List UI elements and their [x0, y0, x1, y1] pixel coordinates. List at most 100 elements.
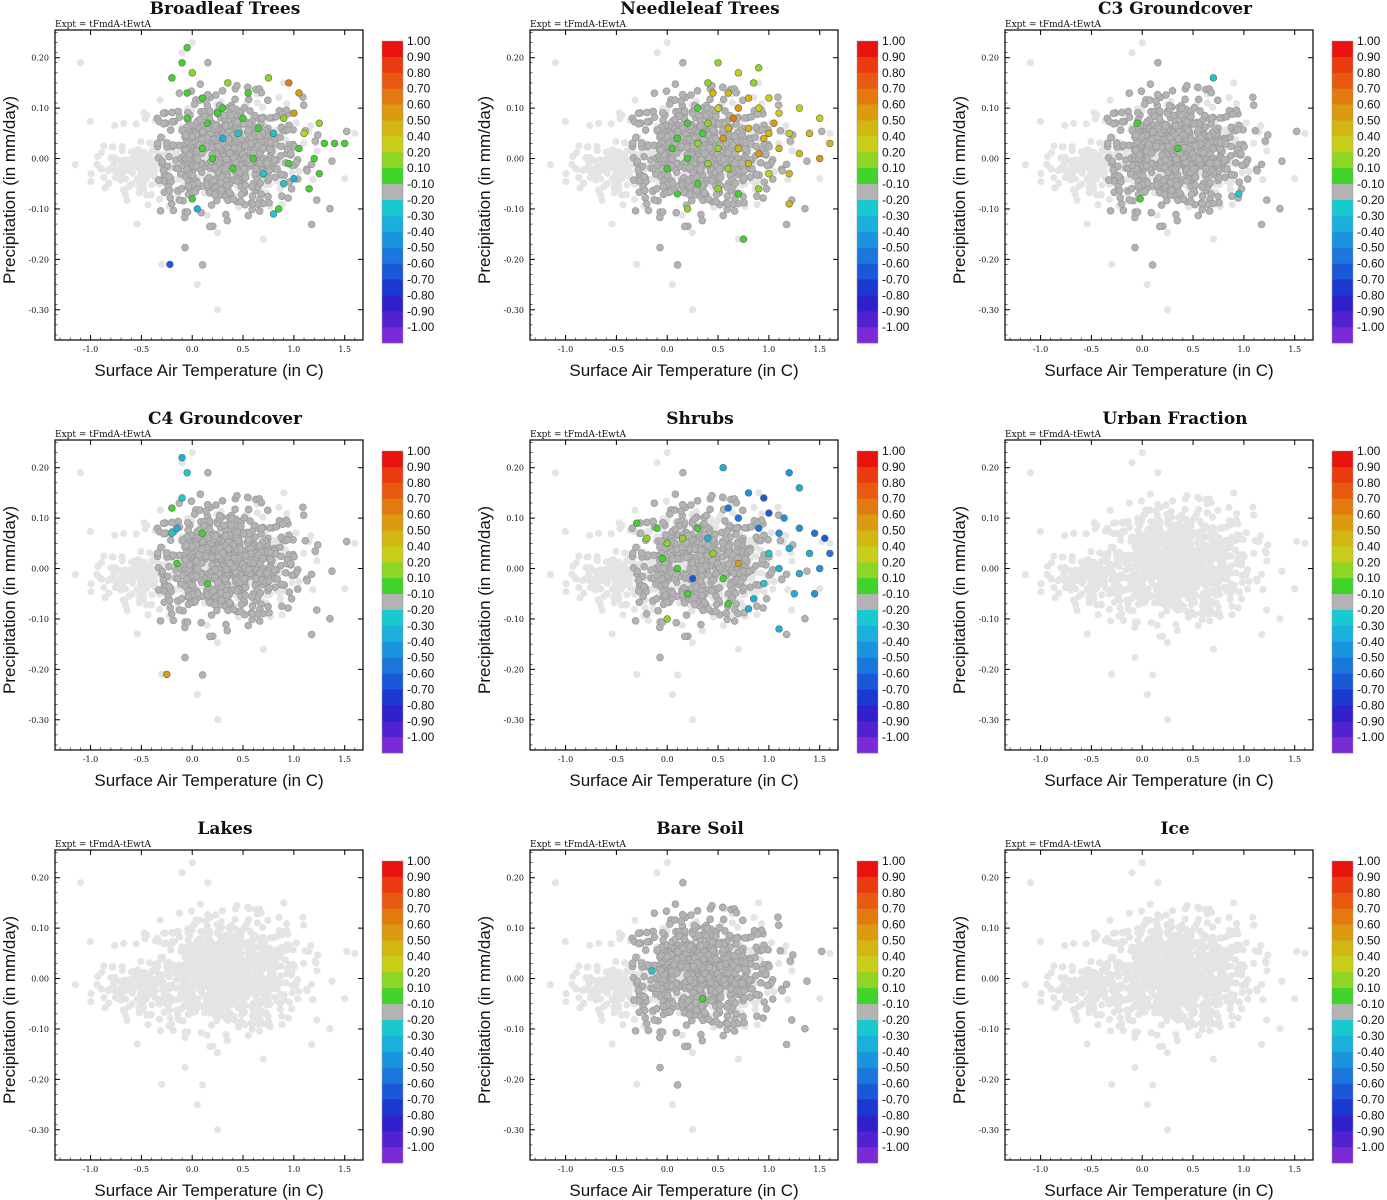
neutral-point	[266, 145, 274, 153]
colorbar-label: -1.00	[407, 320, 435, 334]
neutral-point	[1127, 184, 1136, 193]
neutral-point	[1146, 80, 1155, 89]
background-point	[1026, 59, 1035, 67]
colorbar-swatch	[382, 327, 403, 344]
data-point	[770, 119, 778, 127]
neutral-point	[209, 176, 218, 185]
background-point	[288, 169, 296, 177]
neutral-point	[732, 88, 741, 97]
background-point	[582, 154, 590, 162]
background-point	[1092, 154, 1100, 163]
neutral-point	[707, 177, 716, 185]
data-point	[188, 69, 196, 77]
neutral-point	[757, 159, 765, 167]
background-point	[1138, 39, 1146, 47]
y-axis-label: Precipitation (in mm/day)	[475, 96, 494, 284]
data-point	[744, 124, 753, 132]
data-point	[264, 74, 273, 82]
data-point	[259, 169, 268, 178]
colorbar-label: 0.10	[882, 161, 906, 175]
neutral-point	[328, 157, 336, 165]
y-tick-label: -0.30	[503, 306, 524, 315]
colorbar-label: 0.40	[882, 129, 906, 143]
neutral-point	[644, 206, 653, 215]
y-tick-label: 0.10	[31, 104, 49, 113]
background-point	[1259, 176, 1267, 184]
neutral-point	[193, 155, 202, 163]
colorbar-swatch	[857, 311, 878, 328]
colorbar-swatch	[857, 295, 878, 312]
background-point	[614, 185, 623, 193]
data-point	[295, 89, 303, 97]
colorbar-swatch	[382, 168, 403, 185]
neutral-point	[248, 183, 256, 191]
data-point	[734, 69, 743, 77]
data-point	[300, 129, 308, 138]
background-point	[118, 146, 126, 155]
data-point	[709, 89, 717, 97]
neutral-point	[671, 80, 680, 89]
neutral-point	[303, 166, 311, 175]
background-point	[1105, 195, 1113, 203]
colorbar-label: 0.60	[882, 98, 906, 112]
neutral-point	[259, 144, 267, 153]
y-tick-label: -0.10	[28, 205, 49, 214]
neutral-point	[1168, 87, 1177, 95]
background-point	[603, 169, 611, 177]
colorbar-swatch	[382, 200, 403, 217]
x-tick-label: 0.5	[712, 345, 725, 354]
background-point	[1225, 93, 1233, 101]
colorbar-label: 0.20	[407, 145, 431, 159]
data-point	[775, 109, 783, 117]
data-point	[724, 164, 732, 173]
neutral-point	[226, 149, 234, 158]
data-point	[775, 144, 783, 153]
neutral-point	[207, 201, 216, 209]
background-point	[1071, 166, 1079, 174]
neutral-point	[233, 118, 242, 126]
colorbar-swatch	[857, 120, 878, 137]
data-point	[704, 79, 712, 87]
background-point	[101, 184, 109, 192]
background-point	[1106, 96, 1114, 104]
background-point	[614, 177, 623, 185]
colorbar-swatch	[382, 295, 403, 312]
background-point	[593, 146, 601, 155]
data-point	[714, 59, 722, 67]
background-point	[275, 93, 283, 101]
background-point	[1078, 169, 1086, 177]
background-point	[663, 39, 671, 47]
background-point	[1245, 168, 1253, 176]
background-point	[1108, 260, 1116, 268]
neutral-point	[659, 182, 668, 191]
neutral-point	[263, 159, 271, 167]
neutral-point	[714, 120, 723, 128]
neutral-point	[214, 142, 223, 151]
colorbar-label: -0.80	[407, 288, 435, 302]
data-point	[749, 79, 758, 87]
background-point	[1153, 211, 1161, 219]
neutral-point	[181, 243, 189, 252]
data-point	[755, 185, 763, 193]
data-point	[826, 139, 834, 148]
data-point	[673, 134, 682, 143]
colorbar-label: 0.80	[407, 66, 431, 80]
data-point	[254, 124, 263, 132]
neutral-point	[712, 135, 720, 143]
background-point	[1077, 161, 1085, 169]
background-point	[1050, 142, 1058, 150]
background-point	[259, 103, 267, 111]
data-point	[785, 200, 793, 208]
neutral-point	[712, 112, 720, 121]
data-point	[755, 149, 763, 158]
background-point	[546, 161, 554, 169]
x-tick-label: 1.5	[813, 345, 826, 354]
neutral-point	[628, 139, 637, 147]
colorbar-swatch	[382, 263, 403, 280]
colorbar-label: 0.70	[407, 82, 431, 96]
neutral-point	[286, 149, 295, 158]
neutral-point	[257, 88, 266, 97]
colorbar-label: -0.10	[882, 177, 910, 191]
neutral-point	[650, 196, 659, 204]
